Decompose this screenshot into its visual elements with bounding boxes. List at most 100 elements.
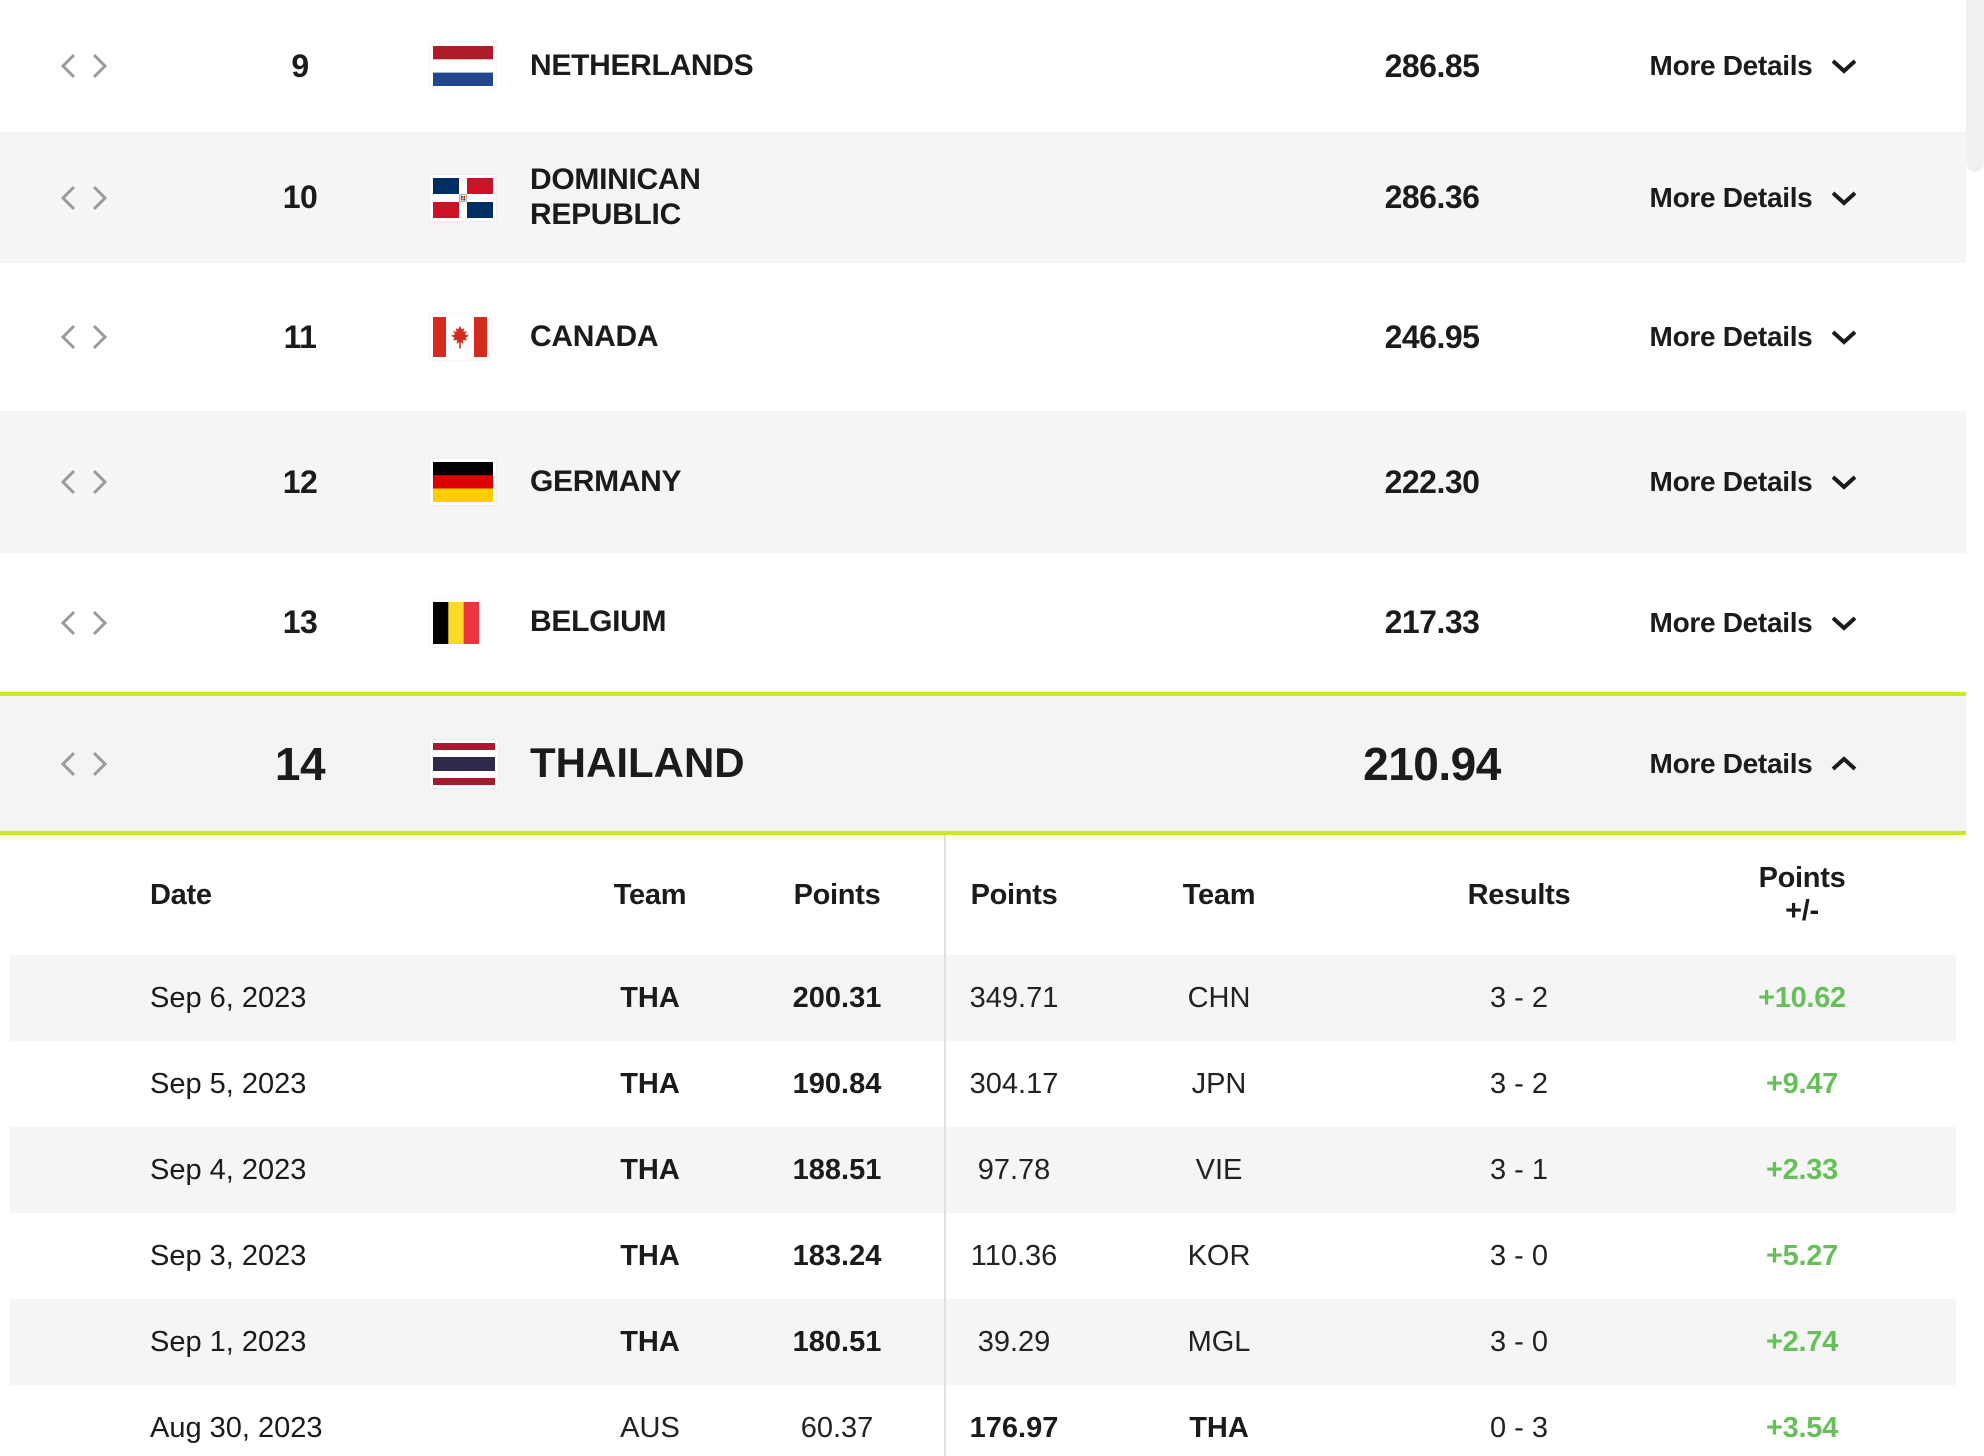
rank-change-icon [60,185,108,210]
match-result: 3 - 2 [1489,1067,1549,1100]
points-right: 349.71 [969,981,1059,1014]
more-details-label: More Details [1649,747,1813,779]
more-details-label: More Details [1649,466,1813,497]
points-left: 200.31 [792,981,882,1014]
points-value: 286.85 [1384,47,1480,84]
chevron-down-icon [1832,616,1857,631]
points-value: 210.94 [1363,737,1501,790]
more-details-button[interactable]: More Details [1650,466,1859,498]
country-name: DOMINICAN REPUBLIC [530,163,701,231]
match-date: Sep 4, 2023 [150,1153,307,1186]
match-details-panel: Date Team Points Points Team Results Poi… [0,835,1966,1456]
country-flag [430,314,490,360]
team-right: CHN [1187,981,1251,1014]
chevron-down-icon [1832,191,1857,206]
ranking-row: 13 BELGIUM 217.33 More Details [0,553,1966,692]
points-left: 60.37 [800,1411,874,1444]
points-left: 190.84 [792,1067,882,1100]
rank-change-icon [60,610,108,635]
points-diff-value: +3.54 [1766,1411,1838,1444]
rank-change-icon [60,469,108,495]
country-flag [430,43,496,89]
more-details-button[interactable]: More Details [1650,607,1859,639]
header-team-right: Team [1182,878,1256,911]
ranking-row: 9 NETHERLANDS 286.85 More Details [0,0,1966,132]
points-right: 110.36 [970,1239,1058,1272]
rank-number: 9 [291,47,309,84]
rank-change-icon [60,751,108,776]
points-right: 304.17 [969,1067,1059,1100]
match-result: 3 - 0 [1489,1325,1549,1358]
points-right: 39.29 [977,1325,1051,1358]
team-left: THA [620,981,680,1014]
team-left: THA [620,1325,680,1358]
rank-number: 13 [282,604,318,640]
team-left: THA [620,1153,680,1186]
points-diff-value: +2.74 [1766,1325,1838,1358]
header-points-diff: Points +/- [1758,861,1846,927]
more-details-label: More Details [1649,181,1813,213]
points-value: 222.30 [1384,463,1480,500]
rank-number: 14 [274,737,326,790]
country-flag [430,598,482,647]
header-team-left: Team [613,878,687,911]
points-diff-value: +10.62 [1758,981,1846,1014]
more-details-label: More Details [1649,50,1813,81]
more-details-button[interactable]: More Details [1650,748,1859,780]
chevron-down-icon [1832,59,1857,74]
match-row: Aug 30, 2023 AUS 60.37 176.97 THA 0 - 3 … [10,1385,1956,1456]
team-left: THA [620,1067,680,1100]
points-left: 188.51 [792,1153,882,1186]
scrollbar-thumb[interactable] [1966,0,1984,172]
ranking-row: 10 DOMINICAN REPUBLIC 286.36 More Detail… [0,132,1966,263]
match-row: Sep 5, 2023 THA 190.84 304.17 JPN 3 - 2 … [10,1041,1956,1127]
more-details-button[interactable]: More Details [1650,182,1859,214]
header-results: Results [1467,878,1571,911]
match-date: Sep 1, 2023 [150,1325,307,1358]
ranking-row: 11 CANADA 246.95 More Details [0,263,1966,411]
rank-change-icon [60,53,108,79]
rank-number: 11 [283,318,317,355]
country-flag [430,739,498,788]
match-date: Aug 30, 2023 [150,1411,323,1444]
match-date: Sep 6, 2023 [150,981,307,1014]
points-right: 176.97 [969,1411,1059,1444]
ranking-rows: 9 NETHERLANDS 286.85 More Details 10 [0,0,1966,835]
rank-number: 12 [282,463,318,500]
points-diff-value: +5.27 [1766,1239,1838,1272]
country-name: GERMANY [530,464,682,498]
more-details-label: More Details [1649,606,1813,638]
rank-change-icon [60,324,108,350]
points-diff-value: +2.33 [1766,1153,1838,1186]
more-details-button[interactable]: More Details [1650,50,1859,82]
rank-number: 10 [282,179,318,215]
match-result: 0 - 3 [1489,1411,1549,1444]
header-date: Date [150,878,212,911]
points-left: 180.51 [792,1325,882,1358]
header-points-left: Points [793,878,881,911]
country-flag [430,174,496,221]
header-points-right: Points [970,878,1058,911]
match-date: Sep 3, 2023 [150,1239,307,1272]
points-value: 246.95 [1384,318,1480,355]
chevron-down-icon [1832,475,1857,490]
match-row: Sep 4, 2023 THA 188.51 97.78 VIE 3 - 1 +… [10,1127,1956,1213]
more-details-label: More Details [1649,321,1813,352]
points-diff-value: +9.47 [1766,1067,1838,1100]
ranking-row: 12 GERMANY 222.30 More Details [0,411,1966,553]
team-right: JPN [1191,1067,1247,1100]
team-left: AUS [620,1411,680,1444]
country-name: BELGIUM [530,605,667,639]
match-result: 3 - 0 [1489,1239,1549,1272]
match-date: Sep 5, 2023 [150,1067,307,1100]
points-value: 217.33 [1384,604,1480,640]
team-right: VIE [1195,1153,1243,1186]
more-details-button[interactable]: More Details [1650,321,1859,353]
match-row: Sep 6, 2023 THA 200.31 349.71 CHN 3 - 2 … [10,955,1956,1041]
match-rows: Sep 6, 2023 THA 200.31 349.71 CHN 3 - 2 … [0,955,1966,1456]
country-name: THAILAND [530,739,745,787]
team-right: MGL [1187,1325,1251,1358]
points-right: 97.78 [977,1153,1051,1186]
match-result: 3 - 2 [1489,981,1549,1014]
